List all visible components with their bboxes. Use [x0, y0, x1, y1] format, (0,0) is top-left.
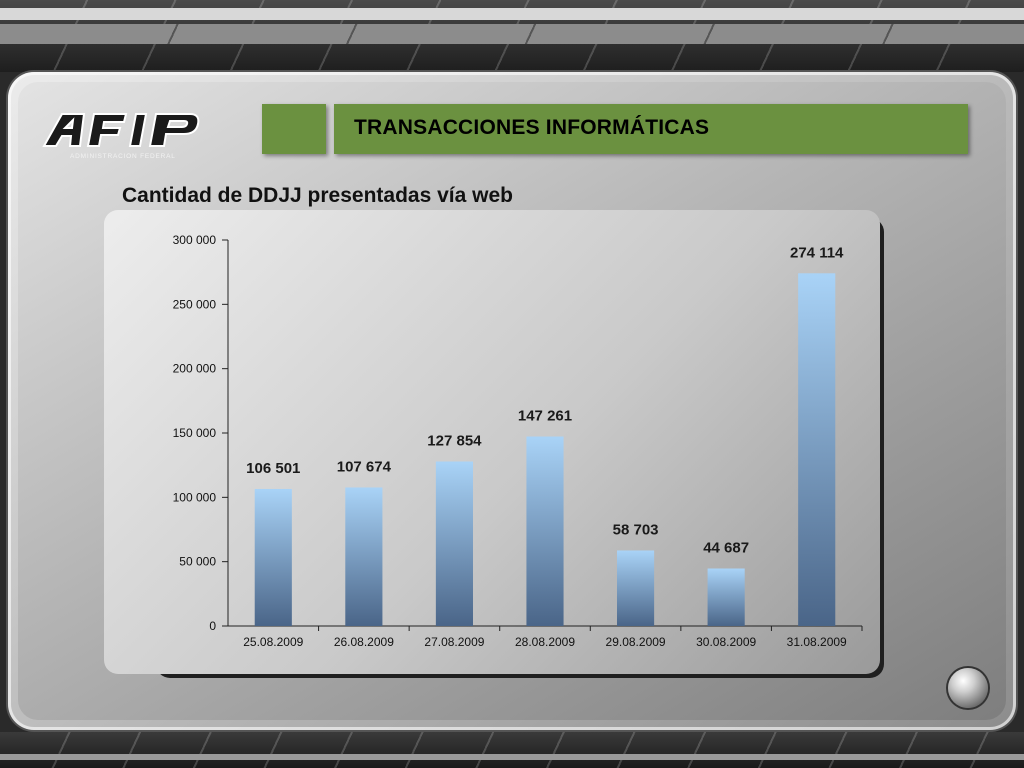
y-tick-label: 100 000: [173, 490, 217, 504]
x-tick-label: 27.08.2009: [424, 635, 484, 649]
slide-title: TRANSACCIONES INFORMÁTICAS: [354, 116, 710, 139]
title-accent-square: [262, 104, 326, 154]
y-tick-label: 150 000: [173, 426, 217, 440]
chart-subtitle: Cantidad de DDJJ presentadas vía web: [122, 184, 513, 207]
bar-value-label: 147 261: [518, 408, 572, 425]
chart-panel: [104, 210, 880, 674]
x-tick-label: 29.08.2009: [606, 635, 666, 649]
x-tick-label: 30.08.2009: [696, 635, 756, 649]
afip-logo-subtext: ADMINISTRACION FEDERAL: [70, 153, 176, 160]
bar-value-label: 274 114: [790, 244, 844, 261]
top-decorative-band: [0, 0, 1024, 72]
bar-value-label: 58 703: [613, 521, 659, 538]
x-tick-label: 31.08.2009: [787, 635, 847, 649]
title-bar: TRANSACCIONES INFORMÁTICAS: [334, 104, 968, 154]
y-tick-label: 0: [209, 619, 216, 633]
bottom-decorative-band: [0, 732, 1024, 768]
y-tick-label: 200 000: [173, 362, 217, 376]
bar: [526, 436, 564, 626]
bar-chart: 0 50 000 100 000 150 000 200 000 250 000 300 0…: [173, 233, 863, 649]
x-tick-label: 25.08.2009: [243, 635, 303, 649]
x-tick-label: 26.08.2009: [334, 635, 394, 649]
bar-value-label: 107 674: [337, 458, 392, 475]
y-tick-label: 50 000: [179, 555, 216, 569]
y-tick-label: 250 000: [173, 297, 217, 311]
bar: [254, 488, 292, 626]
x-tick-label: 28.08.2009: [515, 635, 575, 649]
bar: [435, 461, 473, 626]
bar-value-label: 127 854: [427, 432, 482, 449]
nav-knob-button[interactable]: [948, 668, 988, 708]
bar-value-label: 106 501: [246, 460, 300, 477]
bar-value-label: 44 687: [703, 540, 749, 557]
bar: [345, 487, 383, 626]
bar: [798, 273, 836, 626]
bar: [707, 568, 745, 626]
afip-logo: ADMINISTRACION FEDERAL: [42, 113, 200, 160]
y-tick-label: 300 000: [173, 233, 217, 247]
bar: [617, 550, 655, 626]
